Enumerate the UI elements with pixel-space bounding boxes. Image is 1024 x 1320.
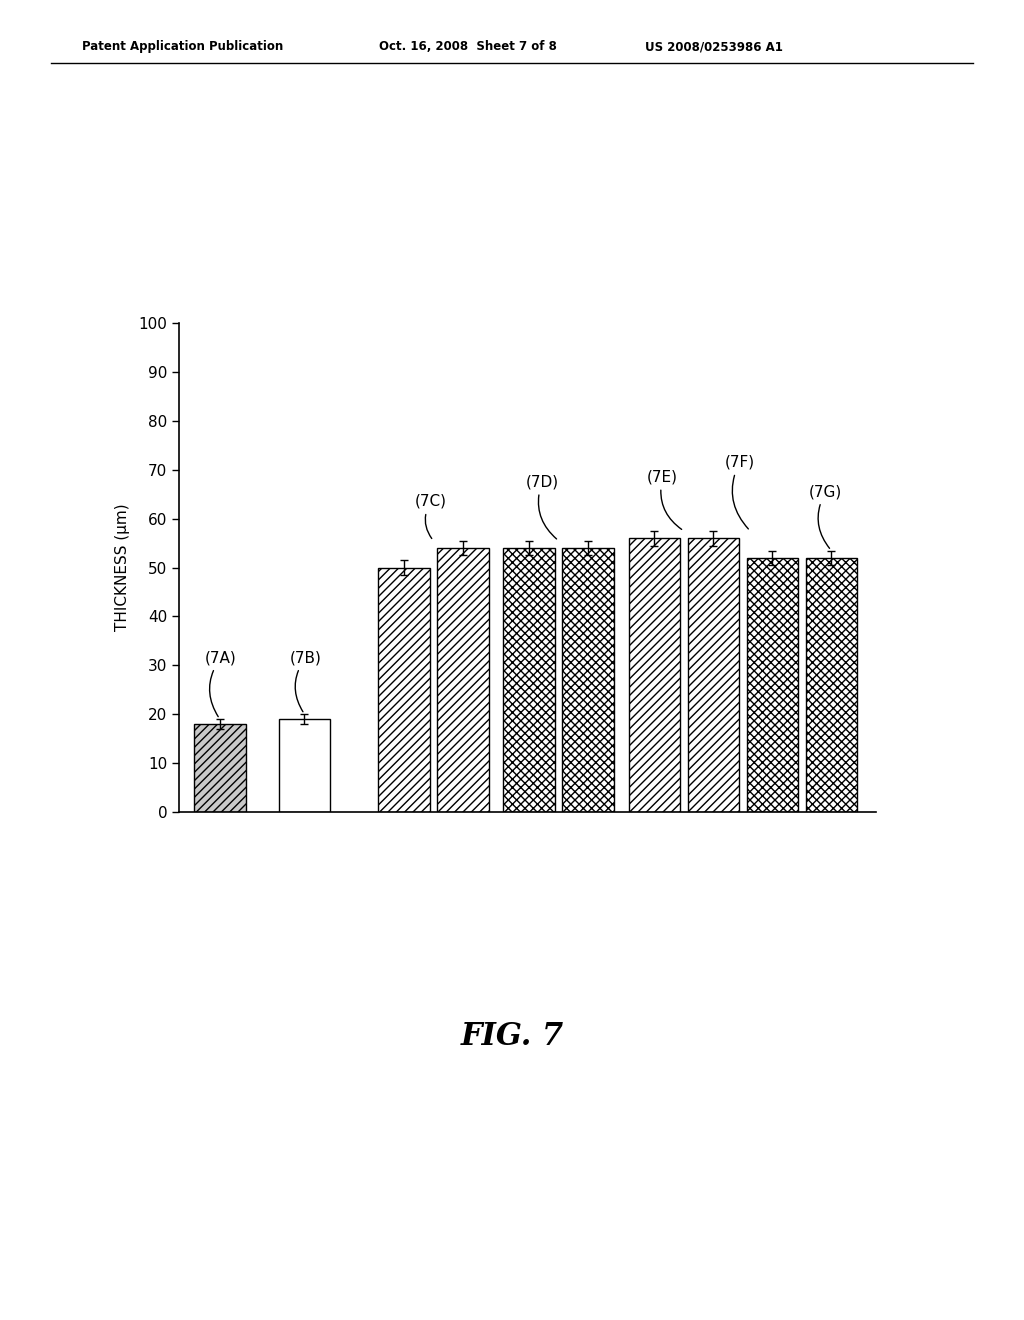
Text: (7A): (7A): [205, 651, 237, 717]
Bar: [629, 539, 680, 812]
Y-axis label: THICKNESS (μm): THICKNESS (μm): [115, 504, 130, 631]
Bar: [279, 719, 331, 812]
Text: (7G): (7G): [809, 484, 843, 548]
Bar: [378, 568, 430, 812]
Text: (7D): (7D): [525, 474, 559, 539]
Bar: [504, 548, 555, 812]
Bar: [806, 558, 857, 812]
Text: (7E): (7E): [647, 470, 682, 529]
Text: (7B): (7B): [290, 651, 322, 711]
Bar: [688, 539, 739, 812]
Bar: [746, 558, 798, 812]
Text: Patent Application Publication: Patent Application Publication: [82, 40, 284, 53]
Text: US 2008/0253986 A1: US 2008/0253986 A1: [645, 40, 783, 53]
Text: Oct. 16, 2008  Sheet 7 of 8: Oct. 16, 2008 Sheet 7 of 8: [379, 40, 557, 53]
Bar: [194, 723, 246, 812]
Bar: [437, 548, 488, 812]
Text: (7F): (7F): [724, 455, 755, 529]
Bar: [562, 548, 614, 812]
Text: (7C): (7C): [415, 494, 447, 539]
Text: FIG. 7: FIG. 7: [461, 1020, 563, 1052]
